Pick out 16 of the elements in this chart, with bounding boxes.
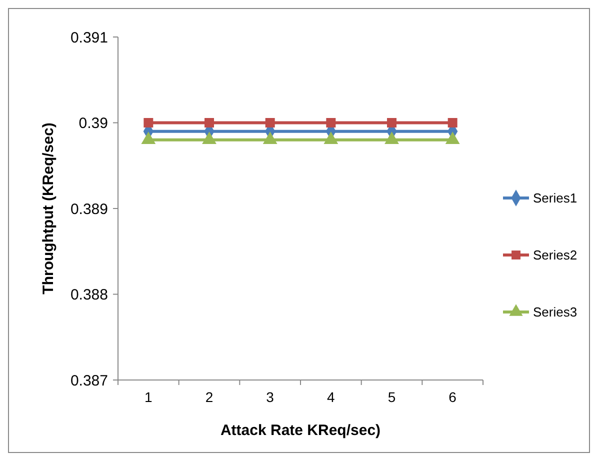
x-tick-label: 2 — [205, 389, 214, 405]
x-tick-label: 3 — [266, 389, 274, 405]
y-tick-label: 0.391 — [70, 29, 108, 46]
x-tick-label: 1 — [144, 389, 153, 405]
y-tick-label: 0.388 — [70, 286, 108, 304]
x-tick-label: 4 — [327, 389, 336, 405]
legend-label: Series2 — [533, 248, 578, 263]
y-tick-label: 0.387 — [70, 372, 108, 390]
y-tick-label: 0.39 — [78, 115, 108, 132]
y-tick-label: 0.389 — [70, 200, 108, 218]
legend-label: Series3 — [533, 304, 578, 320]
y-axis-title: Throughtput (KReq/sec) — [40, 122, 57, 294]
x-tick-label: 5 — [388, 389, 396, 405]
x-tick-label: 6 — [448, 389, 457, 405]
legend-label: Series1 — [533, 190, 578, 206]
x-axis-title: Attack Rate KReq/sec) — [220, 422, 381, 439]
